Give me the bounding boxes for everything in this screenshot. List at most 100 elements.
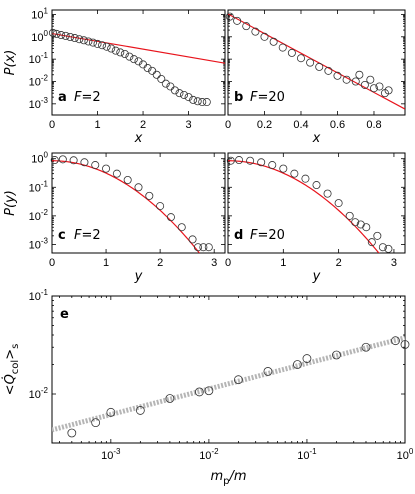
x-tick-label: 0.8 [366,119,381,131]
y-axis-label: P(x) [3,50,18,76]
data-point [198,98,207,107]
data-point [242,22,251,31]
x-axis-label: y [312,269,321,284]
panel-c: 10-3 10-2 10-1 100 0 1 2 3 c F=2 y P(y) [3,151,226,284]
data-point [225,12,234,21]
data-point [188,235,197,244]
data-point [302,354,312,363]
data-point [134,183,143,192]
data-point [166,82,175,91]
y-ticks: 10-3 10-2 10-1 100 [29,151,225,251]
data-point [384,244,393,253]
y-tick-label: 10-3 [29,96,49,111]
data-point [260,32,269,41]
data-point [102,164,111,173]
data-point [189,95,198,104]
panel-annotation: F=20 [250,228,285,243]
data-point [202,98,211,107]
data-point [278,43,287,52]
x-tick-label: 0 [225,119,231,131]
data-point [57,31,66,40]
data-point [88,38,97,47]
data-points [67,336,410,438]
panel-letter: a [58,90,67,105]
data-point [91,161,100,170]
data-point [98,41,107,50]
fit-curve [228,160,380,253]
data-point [251,27,260,36]
data-point [293,360,302,369]
data-point [342,75,351,84]
x-tick-label: 3 [391,257,397,269]
data-point [400,340,410,349]
panel-letter: d [234,228,243,243]
data-point [233,16,242,25]
data-point [143,64,152,73]
data-point [93,39,102,48]
x-tick-label: 0.6 [330,119,345,131]
data-point [391,336,400,346]
fit-curve [52,160,201,253]
data-point [279,164,288,173]
data-point [351,218,360,227]
data-point [333,71,342,80]
x-tick-label: 2 [157,257,163,269]
x-tick-label: 0 [49,257,55,269]
y-ticks: 10-3 10-2 10-1 100 101 [29,6,225,111]
data-point [70,34,79,43]
x-axis-label: x [134,131,143,146]
data-point [378,243,387,252]
data-point [384,86,393,95]
x-tick-label: 10-2 [199,447,219,462]
data-point [263,367,273,376]
y-axis-label: <Q̇col>s [3,344,21,396]
x-tick-label: 3 [211,257,217,269]
x-tick-label: 1 [280,257,286,269]
panel-d: 0 1 2 3 d F=20 y [225,152,406,284]
data-point [69,156,78,165]
data-point [366,75,375,84]
data-point [166,213,175,222]
x-tick-label: 10-3 [101,447,121,462]
fit-line [228,13,405,110]
data-point [234,375,243,385]
panel-letter: e [60,307,69,322]
data-point [315,62,324,71]
panel-letter: c [58,228,66,243]
data-point [193,97,202,106]
x-tick-label: 0 [225,257,231,269]
data-point [120,50,129,59]
x-ticks: 0 1 2 3 [49,10,192,131]
data-point [111,46,120,55]
data-point [269,37,278,46]
data-point [152,70,161,79]
x-ticks: 0 1 2 3 [225,153,397,269]
data-point [334,199,343,208]
data-point [84,37,93,46]
x-axis-label: y [134,269,143,284]
data-point [125,52,134,61]
data-point [204,243,213,252]
data-point [116,48,125,57]
y-ticks [228,158,405,245]
y-tick-label: 10-3 [29,236,49,251]
plot-frame [51,295,406,444]
x-tick-label: 0.4 [293,119,308,131]
data-point [235,156,244,165]
data-point [91,418,101,428]
data-point [351,77,360,86]
x-tick-label: 3 [186,119,192,131]
data-point [80,158,89,167]
y-tick-label: 10-1 [29,179,49,194]
data-point [194,387,204,397]
y-tick-label: 10-2 [29,208,49,223]
data-point [180,90,189,99]
y-ticks: 10-2 10-1 [29,288,405,401]
x-tick-label: 100 [397,447,414,462]
data-point [75,35,84,44]
data-point [312,181,321,190]
panel-annotation: F=2 [74,228,101,243]
x-axis-label: mp/m [210,469,246,487]
y-tick-label: 10-1 [29,51,49,66]
